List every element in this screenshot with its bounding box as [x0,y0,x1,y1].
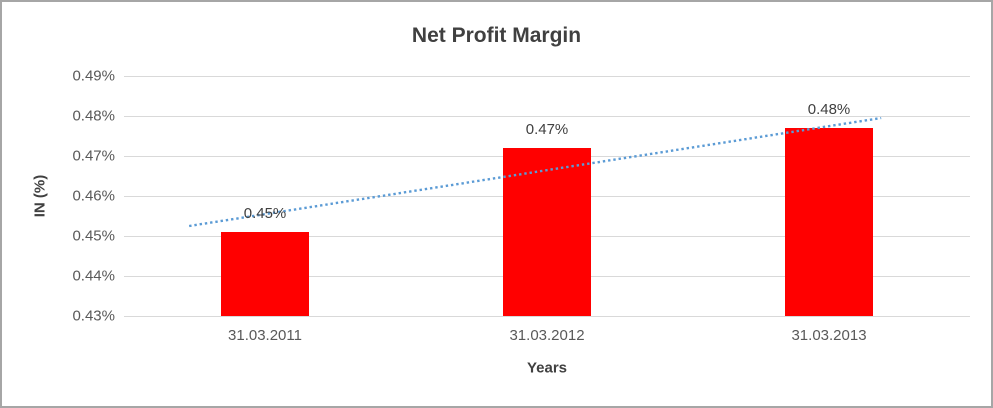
chart-title: Net Profit Margin [411,24,582,47]
gridline [124,75,970,77]
x-tick-label: 31.03.2011 [228,327,302,344]
y-tick-label: 0.44% [72,267,115,285]
plot-area: 0.43% 0.44% 0.45% 0.46% 0.47% 0.48% 0.49% 0.45%… [72,68,970,344]
y-tick-label: 0.45% [72,227,115,245]
x-axis-line [124,315,970,317]
x-axis-title: Years [526,359,568,377]
bar [221,232,309,316]
data-label: 0.45% [243,205,287,222]
y-tick-label: 0.46% [72,187,115,205]
y-tick-label: 0.47% [72,147,115,165]
data-label: 0.48% [807,101,851,118]
x-tick-label: 31.03.2013 [791,327,867,344]
y-tick-label: 0.49% [72,67,115,85]
y-tick-label: 0.43% [72,307,115,325]
y-tick-label: 0.48% [72,107,115,125]
gridline [124,115,970,117]
y-axis-title: IN (%) [31,174,49,218]
x-tick-label: 31.03.2012 [509,327,585,344]
data-label: 0.47% [525,121,569,138]
bar [503,148,591,316]
bar [785,128,873,316]
